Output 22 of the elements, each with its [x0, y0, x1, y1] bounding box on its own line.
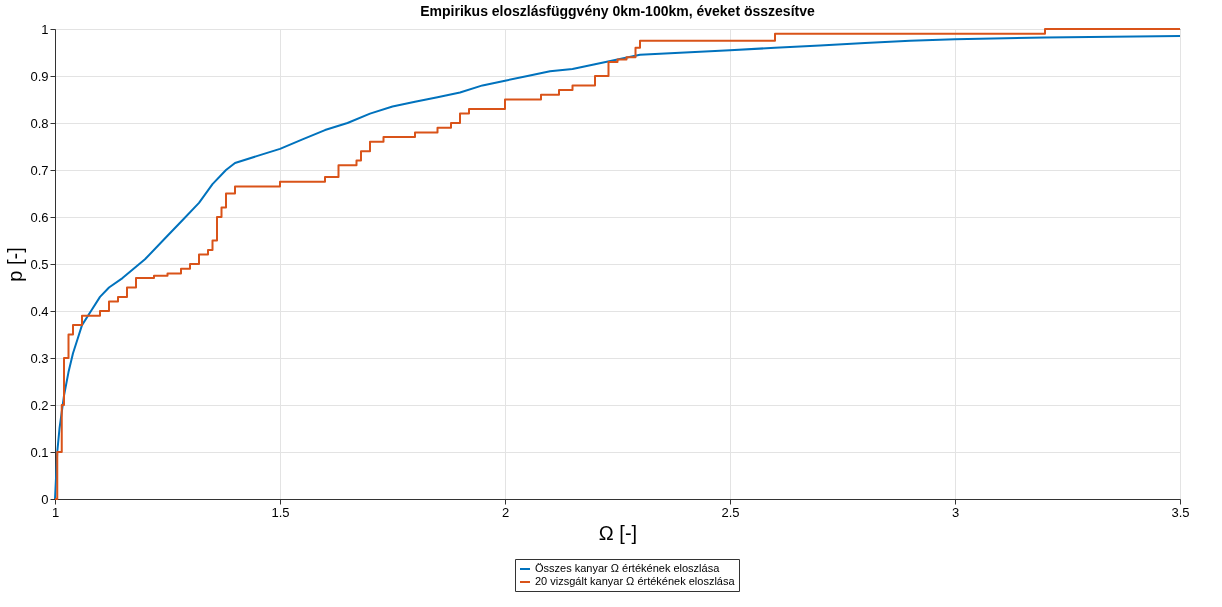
x-tick-label: 3.5 [1171, 504, 1190, 520]
y-tick-label: 0.1 [30, 444, 49, 460]
y-tick-label: 0.3 [30, 350, 49, 366]
y-tick-label: 0.4 [30, 303, 49, 319]
legend-label: 20 vizsgált kanyar Ω értékének eloszlása [535, 575, 736, 587]
y-axis-title: p [-] [4, 247, 27, 282]
y-tick-label: 0.7 [30, 162, 49, 178]
y-tick-label: 0.8 [30, 115, 49, 131]
x-tick-label: 1 [51, 504, 60, 520]
y-tick-label: 0.5 [30, 256, 49, 272]
y-tick-label: 0.2 [30, 397, 49, 413]
x-tick-label: 3 [951, 504, 960, 520]
x-axis-title: Ω [-] [598, 521, 638, 544]
y-tick-label: 0 [41, 491, 49, 507]
x-tick-label: 1.5 [271, 504, 290, 520]
legend-label: Összes kanyar Ω értékének eloszlása [535, 562, 721, 574]
x-tick-label: 2.5 [721, 504, 740, 520]
y-tick-label: 1 [41, 21, 49, 37]
x-tick-label: 2 [501, 504, 510, 520]
y-tick-label: 0.6 [30, 209, 49, 225]
chart-title: Empirikus eloszlásfüggvény 0km-100km, éveket összesítve [420, 3, 815, 19]
y-tick-label: 0.9 [30, 68, 49, 84]
